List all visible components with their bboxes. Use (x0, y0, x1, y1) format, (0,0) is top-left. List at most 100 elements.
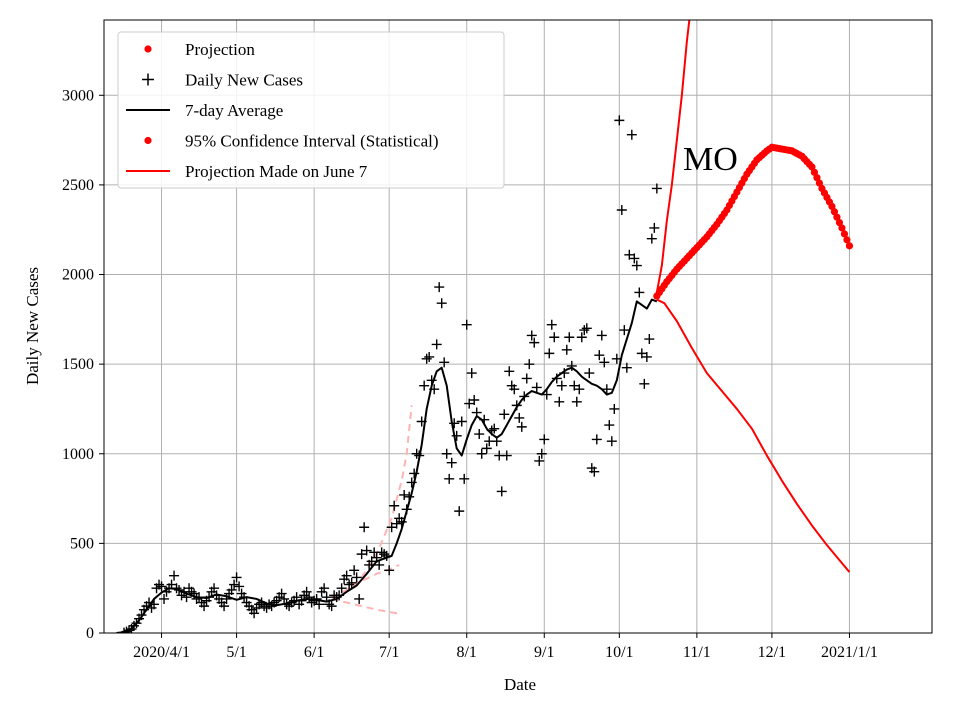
daily-case-point (326, 601, 337, 612)
daily-case-point (264, 599, 275, 610)
daily-case-point (384, 565, 395, 576)
daily-case-point (461, 319, 472, 330)
daily-case-point (121, 626, 132, 633)
daily-case-point (231, 572, 242, 583)
daily-case-point (549, 332, 560, 343)
daily-case-point (344, 579, 355, 590)
daily-case-point (561, 344, 572, 355)
daily-case-point (651, 183, 662, 194)
daily-case-point (226, 584, 237, 595)
daily-case-point (524, 359, 535, 370)
daily-case-point (399, 489, 410, 500)
x-tick-label: 9/1 (534, 644, 554, 661)
daily-case-point (166, 579, 177, 590)
projection-point (810, 168, 819, 176)
daily-case-point (124, 625, 135, 633)
daily-case-point (406, 477, 417, 488)
daily-case-point (401, 504, 412, 515)
daily-case-point (446, 457, 457, 468)
daily-case-point (434, 282, 445, 293)
daily-case-point (574, 384, 585, 395)
daily-case-point (144, 597, 155, 608)
projection-point (813, 174, 821, 182)
legend-marker-dot (144, 45, 152, 53)
daily-case-point (566, 360, 577, 371)
daily-case-point (379, 549, 390, 560)
projection-point (838, 224, 846, 232)
x-tick-label: 2021/1/1 (821, 644, 878, 661)
daily-case-point (544, 348, 555, 359)
daily-case-point (626, 129, 637, 140)
daily-case-point (356, 549, 367, 560)
x-tick-label: 2020/4/1 (133, 644, 190, 661)
daily-case-point (609, 403, 620, 414)
daily-case-point (476, 448, 487, 459)
daily-case-point (451, 430, 462, 441)
daily-case-point (346, 577, 357, 588)
daily-case-point (481, 443, 492, 454)
daily-case-point (336, 583, 347, 594)
x-tick-label: 8/1 (456, 644, 476, 661)
daily-case-point (409, 468, 420, 479)
daily-case-point (181, 592, 192, 603)
x-axis-label: Date (504, 675, 536, 694)
plot-area (116, 20, 854, 633)
daily-case-point (416, 416, 427, 427)
daily-case-point (531, 382, 542, 393)
daily-case-point (389, 500, 400, 511)
legend: Projection Daily New Cases 7-day Average 95… (117, 31, 505, 189)
daily-case-point (521, 373, 532, 384)
old-projection-middle-line (331, 563, 400, 599)
daily-case-point (424, 351, 435, 362)
projection-point (815, 179, 824, 187)
projection-point (828, 202, 836, 211)
daily-case-point (189, 588, 200, 599)
daily-case-point (234, 581, 245, 592)
daily-case-point (529, 337, 540, 348)
y-tick-label: 0 (86, 625, 94, 642)
y-tick-label: 500 (70, 535, 94, 552)
daily-case-point (171, 583, 182, 594)
legend-label: Projection (185, 40, 255, 59)
daily-case-point (471, 407, 482, 418)
daily-case-point (619, 325, 630, 336)
daily-case-point (419, 380, 430, 391)
daily-case-point (504, 366, 515, 377)
daily-case-point (334, 590, 345, 601)
daily-case-point (511, 400, 522, 411)
daily-case-point (311, 593, 322, 604)
x-tick-label: 11/1 (683, 644, 711, 661)
daily-case-point (174, 584, 185, 595)
daily-case-point (641, 351, 652, 362)
daily-case-point (411, 448, 422, 459)
daily-case-point (526, 330, 537, 341)
daily-case-point (536, 448, 547, 459)
daily-case-point (304, 592, 315, 603)
daily-case-point (629, 253, 640, 264)
daily-case-point (599, 357, 610, 368)
legend-frame (117, 31, 505, 189)
daily-case-point (131, 618, 142, 629)
series-lines (116, 20, 851, 633)
x-axis: 2020/4/1 5/1 6/1 7/1 8/1 9/1 10/1 11/1 12/1 2021/… (133, 633, 878, 661)
daily-case-point (501, 450, 512, 461)
daily-case-point (489, 423, 500, 434)
daily-case-point (291, 592, 302, 603)
daily-case-point (156, 581, 167, 592)
daily-case-point (331, 592, 342, 603)
daily-case-point (631, 260, 642, 271)
daily-case-point (439, 357, 450, 368)
daily-case-point (149, 599, 160, 610)
daily-case-point (169, 570, 180, 581)
legend-marker-plus (142, 73, 154, 86)
daily-case-point (354, 593, 365, 604)
daily-case-point (466, 368, 477, 379)
legend-label: 95% Confidence Interval (Statistical) (185, 132, 439, 151)
daily-case-point (576, 332, 587, 343)
daily-case-point (324, 599, 335, 610)
y-tick-label: 2500 (62, 177, 94, 194)
daily-case-point (636, 348, 647, 359)
daily-case-point (621, 362, 632, 373)
daily-case-point (601, 384, 612, 395)
daily-case-point (591, 434, 602, 445)
